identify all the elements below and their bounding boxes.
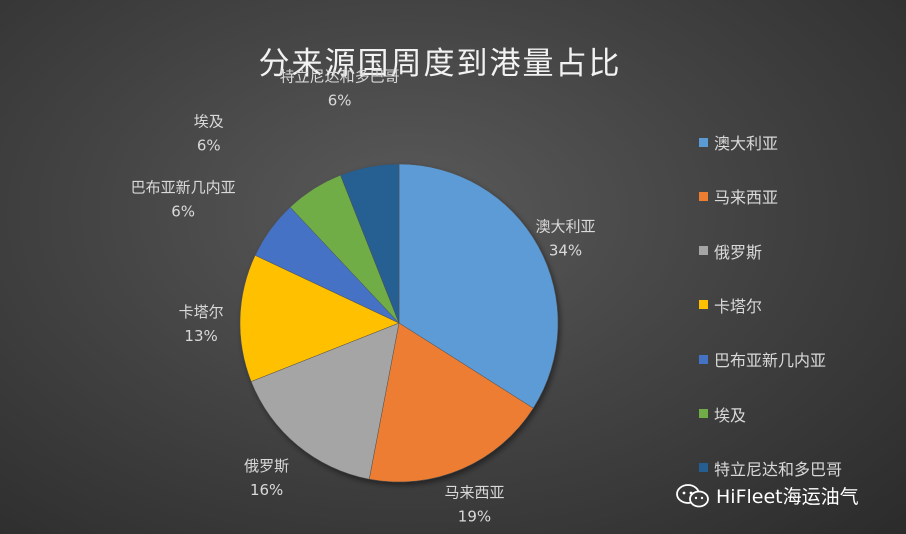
pie-slice: [398, 163, 559, 409]
watermark: HiFleet海运油气: [676, 482, 859, 509]
slice-category-label: 特立尼达和多巴哥: [280, 68, 400, 86]
chart-title: 分来源国周度到港量占比: [258, 46, 622, 82]
slice-value-label: 6%: [197, 136, 221, 154]
watermark-text: HiFleet海运油气: [716, 486, 859, 508]
slice-value-label: 16%: [250, 481, 283, 499]
legend-item: 埃及: [699, 402, 746, 426]
pie-slice: [250, 322, 400, 480]
legend-item: 卡塔尔: [699, 293, 762, 317]
slice-value-label: 34%: [549, 241, 582, 259]
legend-swatch: [699, 246, 708, 256]
pie-slice: [239, 254, 400, 382]
slice-value-label: 19%: [458, 507, 491, 525]
slice-category-label: 卡塔尔: [179, 303, 224, 321]
wechat-icon: [676, 483, 709, 507]
legend-swatch: [699, 463, 708, 473]
slice-category-label: 巴布亚新几内亚: [131, 179, 236, 197]
legend-swatch: [699, 137, 708, 147]
slice-value-label: 6%: [171, 203, 195, 221]
legend-label: 澳大利亚: [714, 134, 779, 153]
slice-value-label: 13%: [184, 327, 217, 345]
legend-item: 特立尼达和多巴哥: [699, 456, 842, 480]
slice-category-label: 澳大利亚: [535, 217, 595, 235]
legend-item: 澳大利亚: [699, 130, 778, 154]
legend-label: 特立尼达和多巴哥: [714, 459, 843, 479]
legend-item: 俄罗斯: [699, 239, 762, 263]
legend-swatch: [699, 354, 708, 364]
slice-category-label: 俄罗斯: [244, 457, 289, 475]
slice-category-label: 马来西亚: [444, 483, 504, 501]
legend-item: 巴布亚新几内亚: [699, 347, 826, 371]
slice-value-label: 6%: [328, 92, 352, 110]
legend-label: 埃及: [714, 405, 747, 425]
legend-swatch: [699, 191, 708, 201]
pie-slice: [368, 322, 534, 483]
pie-slice: [340, 163, 400, 324]
slice-category-label: 埃及: [194, 112, 224, 130]
legend-swatch: [699, 300, 708, 310]
legend-swatch: [699, 409, 708, 418]
legend-label: 俄罗斯: [714, 242, 763, 262]
legend-item: 马来西亚: [699, 184, 778, 208]
legend-label: 卡塔尔: [714, 296, 763, 316]
legend-label: 巴布亚新几内亚: [714, 351, 827, 371]
legend-label: 马来西亚: [714, 188, 779, 208]
